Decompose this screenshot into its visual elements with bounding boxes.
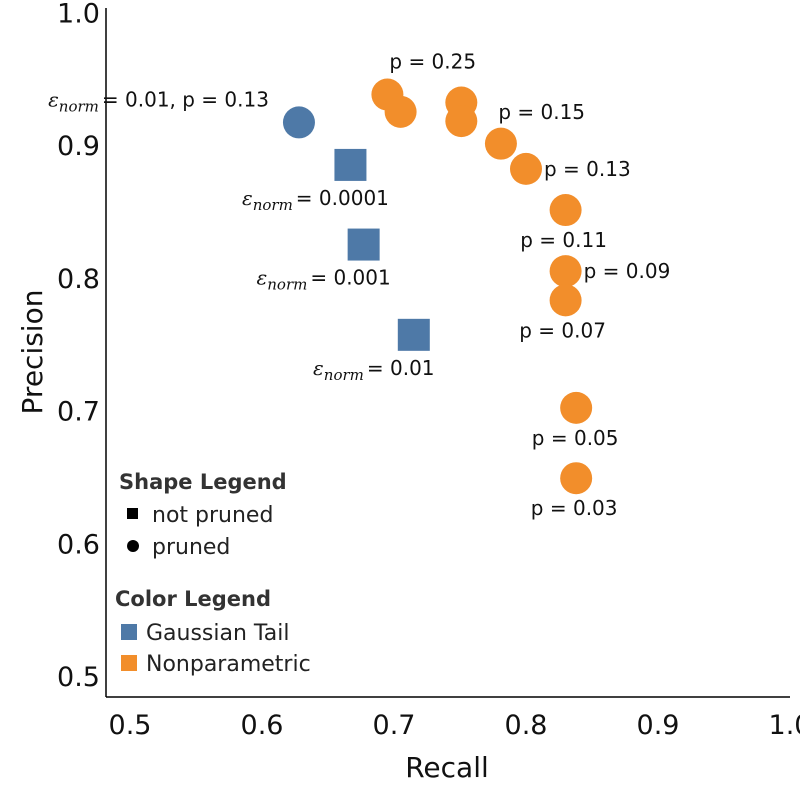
legend-square-marker xyxy=(127,508,138,519)
y-tick-label: 1.0 xyxy=(57,0,100,29)
square-point xyxy=(397,318,430,351)
shape-legend-title: Shape Legend xyxy=(119,470,287,494)
point-label: p = 0.09 xyxy=(584,259,671,283)
color-legend: Color Legend Gaussian Tail Nonparametric xyxy=(115,587,311,677)
x-tick-label: 0.9 xyxy=(637,710,680,741)
legend-circle-marker xyxy=(127,540,139,552)
circle-point xyxy=(560,391,593,424)
point-label: p = 0.13 xyxy=(544,157,631,181)
y-tick-label: 0.5 xyxy=(57,662,100,693)
legend-color-swatch xyxy=(121,655,137,671)
square-point xyxy=(334,148,367,181)
point-label: εnorm = 0.001 xyxy=(257,266,391,294)
legend-color-swatch xyxy=(121,624,137,640)
point-label: p = 0.15 xyxy=(498,100,585,124)
y-tick-label: 0.8 xyxy=(57,264,100,295)
point-label: p = 0.25 xyxy=(389,50,476,74)
circle-point xyxy=(384,95,417,128)
circle-point xyxy=(549,255,582,288)
x-tick-label: 0.7 xyxy=(373,710,416,741)
data-points xyxy=(282,78,593,495)
shape-legend: Shape Legend not pruned pruned xyxy=(119,470,287,560)
y-tick-labels: 0.5 0.6 0.7 0.8 0.9 1.0 xyxy=(57,0,100,693)
circle-point xyxy=(282,106,315,139)
circle-point xyxy=(445,105,478,138)
shape-legend-items: not pruned pruned xyxy=(127,503,273,560)
circle-point xyxy=(484,127,517,160)
point-label: p = 0.03 xyxy=(531,496,618,520)
circle-point xyxy=(510,152,542,185)
color-legend-label: Gaussian Tail xyxy=(146,621,289,646)
point-label: p = 0.05 xyxy=(532,426,619,450)
y-tick-label: 0.6 xyxy=(57,529,100,560)
color-legend-title: Color Legend xyxy=(115,587,271,611)
x-tick-label: 0.8 xyxy=(505,710,548,741)
x-tick-label: 1.0 xyxy=(769,710,800,741)
point-label: p = 0.07 xyxy=(519,318,606,342)
y-tick-label: 0.9 xyxy=(57,131,100,162)
point-label: εnorm = 0.01 xyxy=(313,356,434,384)
x-tick-label: 0.5 xyxy=(109,710,152,741)
axes xyxy=(105,8,790,698)
point-label: p = 0.11 xyxy=(520,228,607,252)
y-axis-title: Precision xyxy=(16,290,49,415)
color-legend-items: Gaussian Tail Nonparametric xyxy=(121,621,311,677)
point-label: εnorm = 0.0001 xyxy=(242,186,389,214)
x-tick-labels: 0.5 0.6 0.7 0.8 0.9 1.0 xyxy=(109,710,800,741)
point-labels: εnorm = 0.01, p = 0.13 εnorm = 0.0001 εnorm =… xyxy=(48,50,670,521)
shape-legend-label: not pruned xyxy=(152,503,273,528)
color-legend-label: Nonparametric xyxy=(146,652,311,677)
x-tick-label: 0.6 xyxy=(241,710,284,741)
circle-point xyxy=(549,194,582,227)
y-tick-label: 0.7 xyxy=(57,397,100,428)
square-point xyxy=(347,228,380,261)
shape-legend-label: pruned xyxy=(152,535,230,560)
circle-point xyxy=(560,462,593,495)
point-label: εnorm = 0.01, p = 0.13 xyxy=(48,87,269,115)
circle-point xyxy=(549,284,582,317)
x-axis-title: Recall xyxy=(405,751,489,784)
